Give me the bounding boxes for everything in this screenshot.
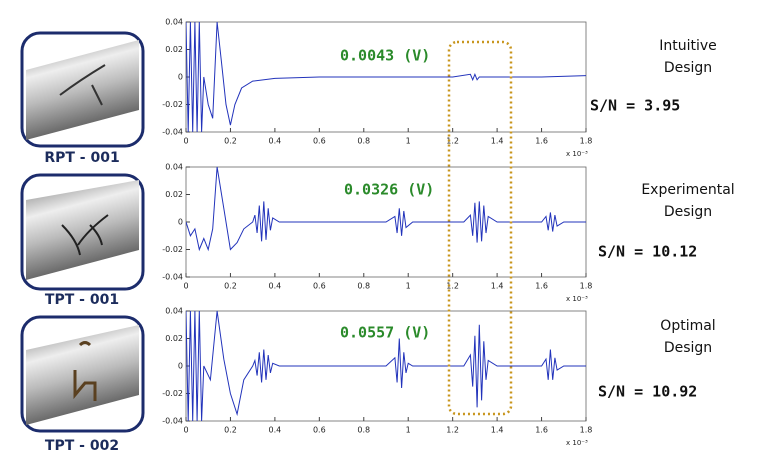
x-tick-label: 0.6 [313, 137, 326, 146]
value-annotation: 0.0043 (V) [340, 47, 430, 65]
x-tick-label: 1 [406, 282, 411, 291]
sn-ratio: S/N = 10.12 [598, 243, 697, 261]
x-tick-label: 1.6 [535, 137, 548, 146]
y-tick-label: 0.04 [165, 163, 183, 172]
y-tick-label: -0.02 [162, 100, 183, 109]
signal-line [186, 166, 586, 252]
y-tick-label: -0.04 [162, 273, 183, 282]
image-caption: RPT - 001 [44, 150, 119, 166]
y-tick-label: 0 [178, 73, 183, 82]
x-tick-label: 0 [183, 282, 188, 291]
y-tick-label: 0.04 [165, 307, 183, 316]
design-label: Design [664, 340, 712, 356]
x-tick-label: 0.6 [313, 426, 326, 435]
y-tick-label: 0.02 [165, 190, 183, 199]
x-multiplier: x 10⁻³ [566, 295, 588, 303]
x-multiplier: x 10⁻³ [566, 150, 588, 158]
y-tick-label: -0.04 [162, 128, 183, 137]
y-tick-label: -0.04 [162, 417, 183, 426]
x-tick-label: 0.2 [224, 137, 237, 146]
design-label: Intuitive [659, 38, 717, 54]
x-tick-label: 0.8 [357, 426, 370, 435]
x-tick-label: 1.6 [535, 282, 548, 291]
y-tick-label: -0.02 [162, 245, 183, 254]
y-tick-label: 0.02 [165, 334, 183, 343]
x-tick-label: 0.4 [269, 137, 282, 146]
x-tick-label: 0 [183, 426, 188, 435]
x-tick-label: 1 [406, 137, 411, 146]
x-tick-label: 1 [406, 426, 411, 435]
sn-ratio: S/N = 10.92 [598, 383, 697, 401]
y-tick-label: 0.04 [165, 18, 183, 27]
pipe-image [20, 31, 145, 148]
x-tick-label: 1.8 [580, 282, 593, 291]
x-tick-label: 1.4 [491, 282, 504, 291]
y-tick-label: 0 [178, 362, 183, 371]
y-tick-label: 0.02 [165, 45, 183, 54]
x-multiplier: x 10⁻³ [566, 439, 588, 447]
image-caption: TPT - 001 [45, 292, 119, 308]
y-tick-label: 0 [178, 218, 183, 227]
value-annotation: 0.0326 (V) [344, 181, 434, 199]
highlight-box [447, 40, 513, 416]
design-label: Optimal [660, 318, 715, 334]
x-tick-label: 0.2 [224, 282, 237, 291]
signal-line [186, 310, 586, 422]
x-tick-label: 1.4 [491, 426, 504, 435]
x-tick-label: 1.2 [446, 426, 459, 435]
signal-line [186, 21, 586, 133]
x-tick-label: 1.4 [491, 137, 504, 146]
x-tick-label: 1.8 [580, 426, 593, 435]
x-tick-label: 0.2 [224, 426, 237, 435]
x-tick-label: 0.8 [357, 137, 370, 146]
y-tick-label: -0.02 [162, 389, 183, 398]
x-tick-label: 0 [183, 137, 188, 146]
x-tick-label: 1.2 [446, 282, 459, 291]
sn-ratio: S/N = 3.95 [590, 97, 680, 115]
x-tick-label: 0.4 [269, 426, 282, 435]
pipe-image [20, 173, 145, 291]
x-tick-label: 1.2 [446, 137, 459, 146]
pipe-images [20, 31, 145, 433]
x-tick-label: 1.8 [580, 137, 593, 146]
image-caption: TPT - 002 [45, 438, 119, 454]
pipe-image [20, 315, 145, 433]
x-tick-label: 0.4 [269, 282, 282, 291]
x-tick-label: 0.6 [313, 282, 326, 291]
design-label: Experimental [641, 182, 734, 198]
x-tick-label: 1.6 [535, 426, 548, 435]
design-label: Design [664, 204, 712, 220]
value-annotation: 0.0557 (V) [340, 324, 430, 342]
x-tick-label: 0.8 [357, 282, 370, 291]
design-label: Design [664, 60, 712, 76]
